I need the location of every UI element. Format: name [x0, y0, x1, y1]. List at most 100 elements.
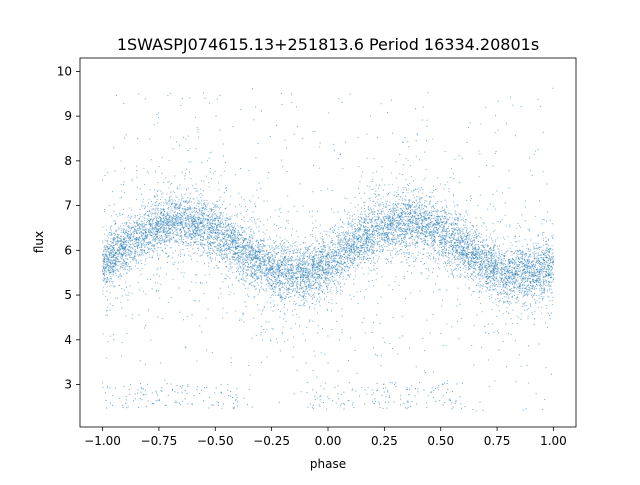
- data-point: [511, 271, 513, 273]
- data-point: [207, 239, 209, 241]
- data-point: [540, 254, 542, 256]
- data-point: [166, 223, 168, 225]
- data-point: [127, 214, 129, 216]
- data-point: [241, 237, 243, 239]
- data-point: [425, 226, 427, 228]
- data-point: [213, 206, 215, 208]
- data-point: [326, 271, 328, 273]
- data-point: [285, 258, 287, 260]
- data-point: [138, 240, 140, 242]
- data-point: [473, 236, 475, 238]
- data-point: [386, 205, 388, 207]
- data-point: [126, 254, 128, 256]
- data-point: [302, 254, 304, 256]
- data-point: [331, 259, 333, 261]
- data-point: [321, 273, 323, 275]
- data-point: [134, 255, 136, 257]
- data-point: [506, 282, 508, 284]
- data-point: [174, 217, 176, 219]
- data-point: [210, 207, 212, 209]
- data-point: [256, 278, 258, 280]
- data-point: [404, 205, 406, 207]
- data-point: [478, 246, 480, 248]
- data-point: [283, 242, 285, 244]
- data-point: [102, 266, 104, 268]
- data-point: [429, 201, 431, 203]
- data-point: [352, 236, 354, 238]
- data-point: [346, 241, 348, 243]
- data-point: [157, 218, 159, 220]
- data-point: [400, 212, 402, 214]
- data-point: [316, 287, 318, 289]
- data-point: [216, 230, 218, 232]
- data-point: [247, 220, 249, 222]
- data-point: [370, 236, 372, 238]
- data-point: [161, 211, 163, 213]
- data-point: [220, 213, 222, 215]
- data-point: [207, 211, 209, 213]
- data-point: [411, 227, 413, 229]
- data-point: [460, 252, 462, 254]
- data-point: [177, 215, 179, 217]
- data-point: [535, 264, 537, 266]
- data-point: [461, 260, 463, 262]
- data-point: [105, 278, 107, 280]
- data-point: [462, 253, 464, 255]
- data-point: [415, 221, 417, 223]
- data-point: [397, 224, 399, 226]
- data-point: [283, 270, 285, 272]
- data-point: [353, 246, 355, 248]
- data-point: [176, 214, 178, 216]
- data-point: [215, 204, 217, 206]
- data-point: [304, 242, 306, 244]
- data-point: [543, 291, 545, 293]
- data-point: [333, 267, 335, 269]
- data-point: [365, 251, 367, 253]
- data-point: [498, 286, 500, 288]
- data-point: [441, 207, 443, 209]
- data-point: [467, 256, 469, 258]
- data-point: [528, 258, 530, 260]
- data-point: [393, 224, 395, 226]
- data-point: [118, 236, 120, 238]
- data-point: [135, 242, 137, 244]
- data-point: [514, 261, 516, 263]
- data-point: [144, 260, 146, 262]
- data-point: [412, 215, 414, 217]
- data-point: [516, 301, 518, 303]
- data-point: [533, 278, 535, 280]
- data-point: [373, 204, 375, 206]
- data-point: [273, 290, 275, 292]
- data-point: [518, 274, 520, 276]
- data-point: [455, 242, 457, 244]
- data-point: [417, 229, 419, 231]
- data-point: [409, 222, 411, 224]
- data-point: [500, 269, 502, 271]
- data-point: [291, 265, 293, 267]
- data-point: [137, 230, 139, 232]
- data-point: [349, 235, 351, 237]
- data-point: [323, 280, 325, 282]
- data-point: [124, 260, 126, 262]
- data-point: [421, 219, 423, 221]
- data-point: [393, 227, 395, 229]
- data-point: [465, 243, 467, 245]
- data-point: [331, 251, 333, 253]
- data-point: [378, 243, 380, 245]
- data-point: [460, 241, 462, 243]
- data-point: [503, 236, 505, 238]
- data-point: [135, 253, 137, 255]
- data-point: [332, 269, 334, 271]
- data-point: [174, 212, 176, 214]
- data-point: [411, 235, 413, 237]
- data-point: [105, 267, 107, 269]
- data-point: [464, 253, 466, 255]
- data-point: [418, 187, 420, 189]
- data-point: [457, 257, 459, 259]
- data-point: [221, 240, 223, 242]
- data-point: [196, 241, 198, 243]
- data-point: [302, 271, 304, 273]
- data-point: [133, 232, 135, 234]
- data-point: [109, 245, 111, 247]
- data-point: [412, 227, 414, 229]
